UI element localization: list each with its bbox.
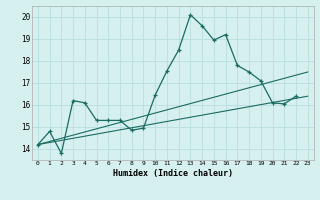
- X-axis label: Humidex (Indice chaleur): Humidex (Indice chaleur): [113, 169, 233, 178]
